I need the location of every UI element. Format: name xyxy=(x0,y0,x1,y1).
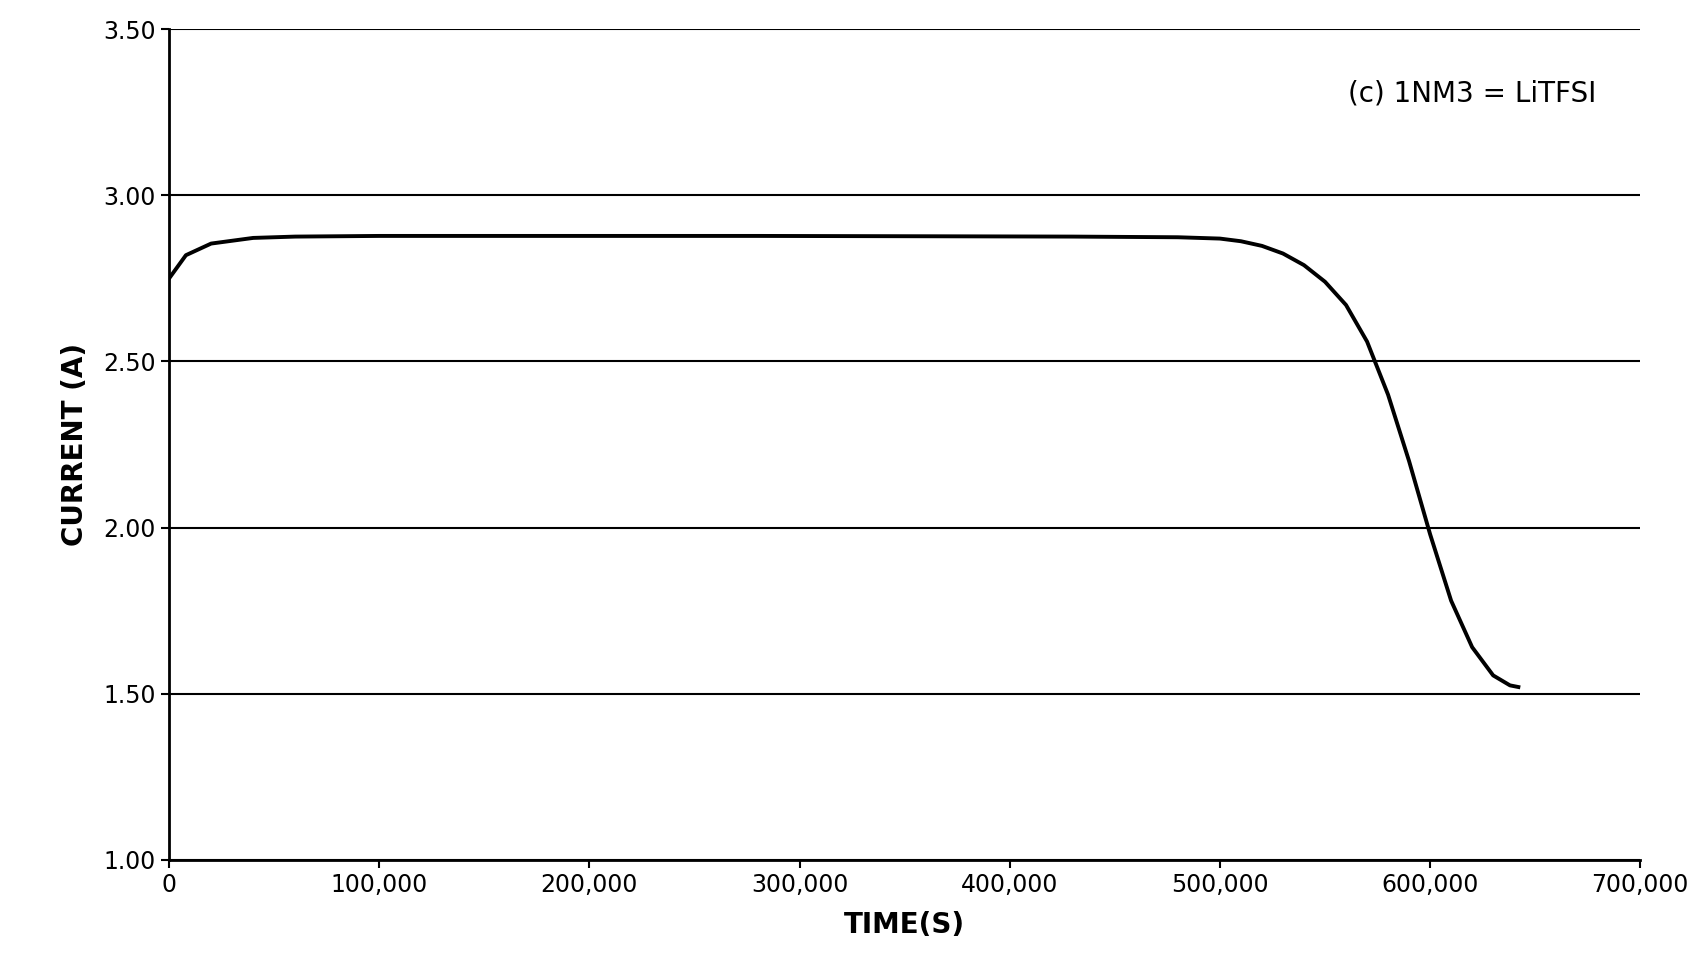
Text: (c) 1NM3 = LiTFSI: (c) 1NM3 = LiTFSI xyxy=(1348,79,1596,107)
X-axis label: TIME(S): TIME(S) xyxy=(844,911,966,939)
Y-axis label: CURRENT (A): CURRENT (A) xyxy=(61,343,90,546)
